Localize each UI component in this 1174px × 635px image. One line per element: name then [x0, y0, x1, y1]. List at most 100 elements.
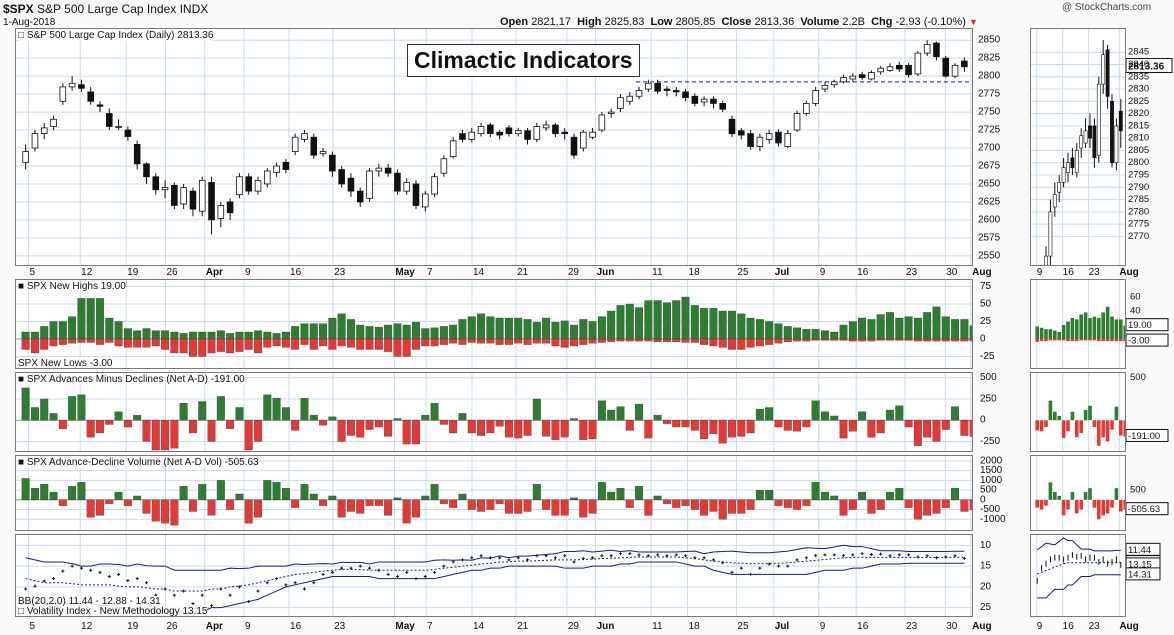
x-tick-label-bottom: 7	[427, 621, 433, 632]
side-indicator-bar	[1070, 492, 1075, 500]
indicator-bar	[495, 420, 504, 427]
indicator-bar	[374, 420, 383, 428]
indicator-bar	[30, 488, 39, 500]
indicator-bar	[913, 338, 922, 342]
candle	[236, 176, 243, 196]
indicator-bar	[802, 420, 811, 428]
side-candle	[1101, 54, 1106, 85]
x-tick-label: 11	[652, 267, 663, 278]
y-tick-label: 2675	[978, 160, 1001, 171]
side-x-tick-label-bottom: 9	[1037, 621, 1043, 632]
indicator-bar	[300, 484, 309, 500]
price-chart	[16, 29, 972, 265]
side-candle	[1074, 150, 1079, 173]
candle	[598, 114, 606, 131]
indicator-bar	[133, 495, 142, 500]
side-indicator-bar	[1123, 325, 1125, 339]
indicator-bar	[495, 317, 504, 340]
indicator-bar	[477, 499, 486, 512]
indicator-bar	[662, 420, 671, 424]
indicator-bar	[58, 321, 67, 340]
x-tick-label-bottom: 12	[81, 621, 93, 632]
y-tick-label: 2575	[978, 232, 1001, 243]
side-y-tick-label: 2805	[1128, 145, 1149, 156]
indicator-bar	[244, 499, 253, 524]
indicator-bar	[86, 499, 95, 518]
candle	[607, 111, 615, 114]
indicator-bar	[653, 300, 662, 340]
price-panel-label: □ S&P 500 Large Cap Index (Daily) 2813.3…	[18, 30, 214, 41]
indicator-bar	[49, 491, 58, 500]
y-tick-label: -25	[980, 351, 995, 362]
indicator-bar	[579, 319, 588, 340]
side-indicator-bar	[1092, 499, 1097, 508]
indicator-bar	[941, 499, 950, 508]
indicator-bar	[244, 338, 253, 350]
indicator-bar	[49, 338, 58, 347]
indicator-bar	[532, 322, 541, 340]
indicator-bar	[597, 316, 606, 340]
x-tick-label: Apr	[206, 267, 223, 278]
candle	[784, 133, 792, 147]
side-candle	[1052, 194, 1057, 208]
candle	[198, 179, 206, 212]
indicator-bar	[969, 499, 972, 510]
candle	[570, 136, 578, 156]
side-y-tick-label: 2770	[1128, 231, 1149, 242]
side-indicator-bar	[1119, 319, 1123, 339]
side-indicator-bar	[1075, 339, 1079, 342]
indicator-bar	[783, 420, 792, 431]
indicator-bar	[68, 396, 77, 421]
indicator-bar	[86, 338, 95, 343]
side-value-tag	[1125, 318, 1169, 332]
indicator-bar	[374, 338, 383, 350]
indicator-bar	[653, 414, 662, 421]
candle	[31, 133, 39, 149]
adv-chart	[16, 456, 972, 530]
side-indicator-bar	[1053, 411, 1057, 421]
indicator-bar	[467, 420, 476, 434]
y-tick-label: -1000	[980, 514, 1006, 525]
chg-label: Chg	[871, 16, 893, 28]
x-tick-label: 9	[245, 267, 251, 278]
indicator-bar	[597, 400, 606, 421]
indicator-bar	[207, 338, 216, 354]
indicator-bar	[68, 486, 77, 500]
indicator-bar	[105, 338, 114, 343]
side-x-tick-label: Aug	[1119, 267, 1138, 278]
side-vix-panel	[1030, 534, 1126, 617]
indicator-bar	[690, 338, 699, 343]
candle	[635, 90, 643, 97]
indicator-bar	[728, 338, 736, 350]
indicator-bar	[133, 338, 142, 348]
indicator-bar	[895, 405, 904, 421]
indicator-bar	[170, 499, 179, 526]
candle	[133, 144, 141, 165]
indicator-bar	[969, 420, 972, 437]
side-price-chart	[1031, 29, 1125, 265]
side-indicator-bar	[1088, 339, 1092, 341]
indicator-bar	[923, 338, 932, 342]
indicator-bar	[319, 420, 328, 426]
indicator-bar	[356, 499, 365, 514]
side-highs-chart	[1035, 280, 1125, 368]
indicator-bar	[170, 420, 179, 449]
indicator-bar	[672, 338, 681, 342]
indicator-bar	[254, 338, 262, 354]
candle	[747, 133, 754, 147]
low-label: Low	[650, 16, 673, 28]
side-candle	[1118, 110, 1123, 132]
x-tick-label-bottom: 5	[29, 621, 35, 632]
x-tick-label-bottom: 16	[857, 621, 869, 632]
indicator-bar	[755, 409, 764, 421]
candle	[412, 183, 420, 206]
side-y-tick-label: 20	[1130, 320, 1141, 331]
indicator-bar	[514, 317, 523, 340]
indicator-bar	[923, 312, 932, 340]
side-indicator-bar	[1110, 316, 1114, 339]
side-indicator-bar	[1048, 339, 1053, 341]
side-highs-panel	[1030, 279, 1126, 369]
indicator-bar	[430, 403, 439, 421]
indicator-bar	[263, 394, 272, 421]
indicator-bar	[746, 317, 755, 340]
